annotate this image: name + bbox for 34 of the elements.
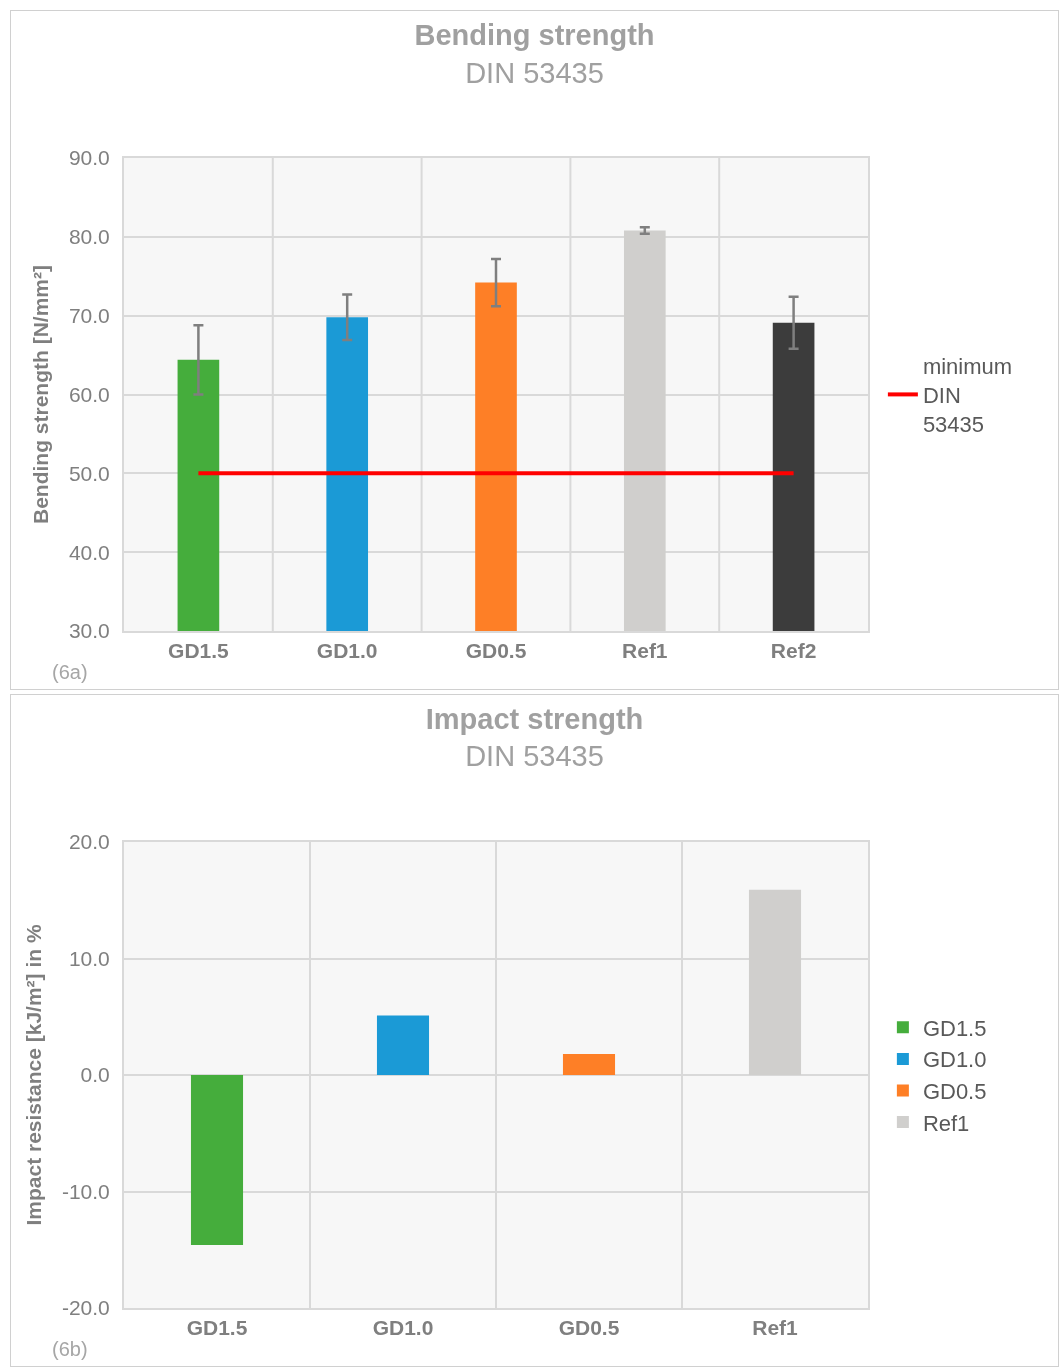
chart-title: Impact strength [425, 702, 644, 735]
chart-subtitle: DIN 53435 [465, 56, 604, 89]
chart-subtitle: DIN 53435 [465, 740, 604, 773]
y-tick-label: 10.0 [68, 946, 110, 970]
y-axis-title: Impact resistance [kJ/m²] in % [21, 924, 45, 1226]
legend-label: GD1.0 [922, 1047, 987, 1073]
y-tick-label: 0.0 [80, 1063, 110, 1087]
legend-label: minimum DIN 53435 [922, 354, 1013, 437]
legend-label: GD0.5 [922, 1079, 987, 1105]
y-tick-label: 30.0 [68, 619, 110, 643]
y-tick-label: 70.0 [68, 304, 110, 328]
y-tick-label: 20.0 [68, 830, 110, 854]
chart-title: Bending strength [414, 18, 655, 51]
x-tick-label: Ref2 [770, 639, 817, 663]
y-tick-label: 60.0 [68, 382, 110, 406]
text: (6a) [52, 661, 88, 683]
y-tick-label: 80.0 [68, 225, 110, 249]
y-tick-label: -10.0 [61, 1179, 110, 1203]
y-tick-label: 50.0 [68, 461, 110, 485]
text: (6b) [52, 1338, 88, 1360]
x-tick-label: GD1.5 [186, 1316, 248, 1340]
legend-label: GD1.5 [922, 1015, 987, 1041]
y-tick-label: -20.0 [61, 1296, 110, 1320]
legend-label: Ref1 [922, 1110, 970, 1136]
x-tick-label: GD1.0 [372, 1316, 434, 1340]
x-tick-label: GD0.5 [558, 1316, 620, 1340]
x-tick-label: Ref1 [622, 639, 668, 663]
y-axis-title: Bending strength [N/mm²] [28, 265, 52, 524]
x-tick-label: Ref1 [752, 1316, 799, 1340]
y-tick-label: 40.0 [68, 540, 110, 564]
x-tick-label: GD0.5 [465, 639, 527, 663]
x-tick-label: GD1.0 [316, 639, 378, 663]
y-tick-label: 90.0 [68, 146, 110, 170]
x-tick-label: GD1.5 [168, 639, 230, 663]
